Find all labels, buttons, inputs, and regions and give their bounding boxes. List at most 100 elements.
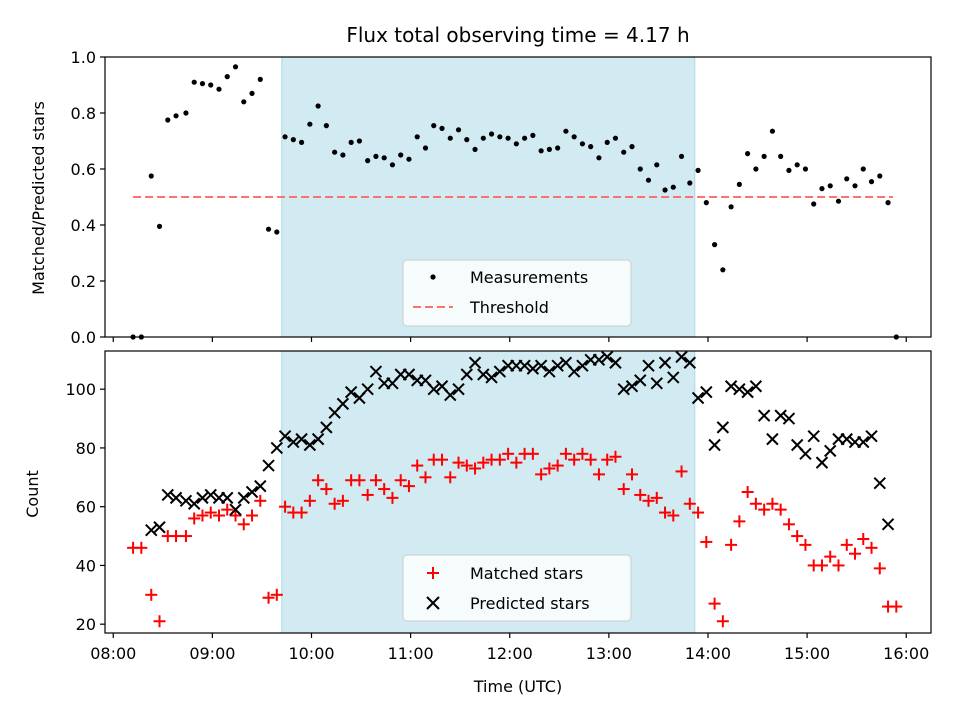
measurement-point [282,134,288,140]
measurement-point [579,141,586,147]
predicted-point [153,521,166,534]
x-tick-label: 16:00 [883,644,929,663]
predicted-point [245,485,259,499]
measurement-point [687,180,693,186]
matched-point [477,456,490,469]
measurement-point [298,139,305,145]
x-tick-label: 13:00 [586,644,632,663]
predicted-point [576,359,589,372]
predicted-point [625,380,639,393]
predicted-point [526,362,540,375]
measurement-point [148,173,154,179]
measurement-point [563,128,569,134]
y-tick-label: 1.0 [71,48,96,67]
measurement-point [315,103,321,109]
predicted-point [857,435,870,449]
x-tick-label: 15:00 [784,644,830,663]
matched-point [196,509,209,522]
predicted-point [634,374,647,387]
matched-point [229,509,242,522]
predicted-point [543,365,556,378]
bottom-x-axis-label: Time (UTC) [473,677,562,696]
legend-measurements-label: Measurements [470,268,588,287]
measurement-point [431,123,437,129]
predicted-point [493,365,507,378]
measurement-point [307,121,313,127]
measurement-point [422,145,429,151]
measurement-point [216,86,222,92]
matched-point [683,497,696,510]
predicted-point [468,356,482,369]
measurement-point [645,177,652,183]
matched-point [502,447,515,460]
matched-point [609,450,622,463]
y-tick-label: 20 [76,615,96,634]
predicted-point [642,359,655,372]
measurement-point [389,162,396,168]
matched-point [568,453,581,466]
measurement-point [290,137,296,143]
predicted-point [518,359,531,372]
matched-point [386,491,399,504]
measurement-point [522,135,528,141]
measurement-point [852,183,858,189]
matched-point [840,538,853,551]
predicted-point [799,447,812,461]
y-tick-label: 40 [76,556,96,575]
matched-point [774,503,787,516]
predicted-point [295,432,308,446]
matched-point [733,515,746,528]
matched-point [328,497,341,510]
measurement-point [497,134,503,140]
predicted-point [303,438,317,452]
matched-point [634,488,647,501]
measurement-point [711,242,718,248]
matched-point [394,474,407,487]
predicted-point [757,409,771,422]
measurement-point [786,167,792,173]
matched-point [849,547,862,560]
measurement-point [455,127,462,133]
bottom-legend: Matched stars Predicted stars [402,554,632,622]
matched-point [799,538,812,551]
matched-point [725,538,738,551]
matched-point [411,459,424,472]
measurement-point [555,145,561,151]
measurement-point [414,134,420,140]
predicted-point [336,397,350,411]
legend-matched-marker [427,567,439,579]
matched-point [749,497,762,510]
matched-point [576,447,589,460]
measurement-point [464,137,470,143]
plot-frame [104,56,932,338]
predicted-point [683,356,697,369]
measurement-point [835,198,842,204]
legend-matched-label: Matched stars [470,564,583,583]
measurement-point [885,200,891,206]
predicted-point [815,456,829,469]
matched-point [642,494,655,507]
measurement-point [173,113,179,119]
predicted-point [254,479,267,493]
matched-point [873,562,886,575]
y-tick-label: 0.8 [71,104,96,123]
measurement-point [340,152,346,158]
measurement-point [778,153,784,159]
measurement-point [323,123,329,129]
y-tick-label: 80 [76,439,96,458]
matched-point [815,559,828,572]
matched-point [270,588,283,601]
matched-point [419,471,432,484]
predicted-point [229,503,242,516]
predicted-point [667,371,680,384]
legend-predicted-label: Predicted stars [470,594,590,613]
predicted-point [733,382,746,396]
matched-point [188,512,201,525]
measurement-point [546,146,552,152]
predicted-point [700,385,713,399]
matched-point [246,509,259,522]
y-tick-label: 0.6 [71,160,96,179]
matched-point [262,591,275,604]
predicted-point [708,438,721,452]
measurement-point [356,138,363,144]
